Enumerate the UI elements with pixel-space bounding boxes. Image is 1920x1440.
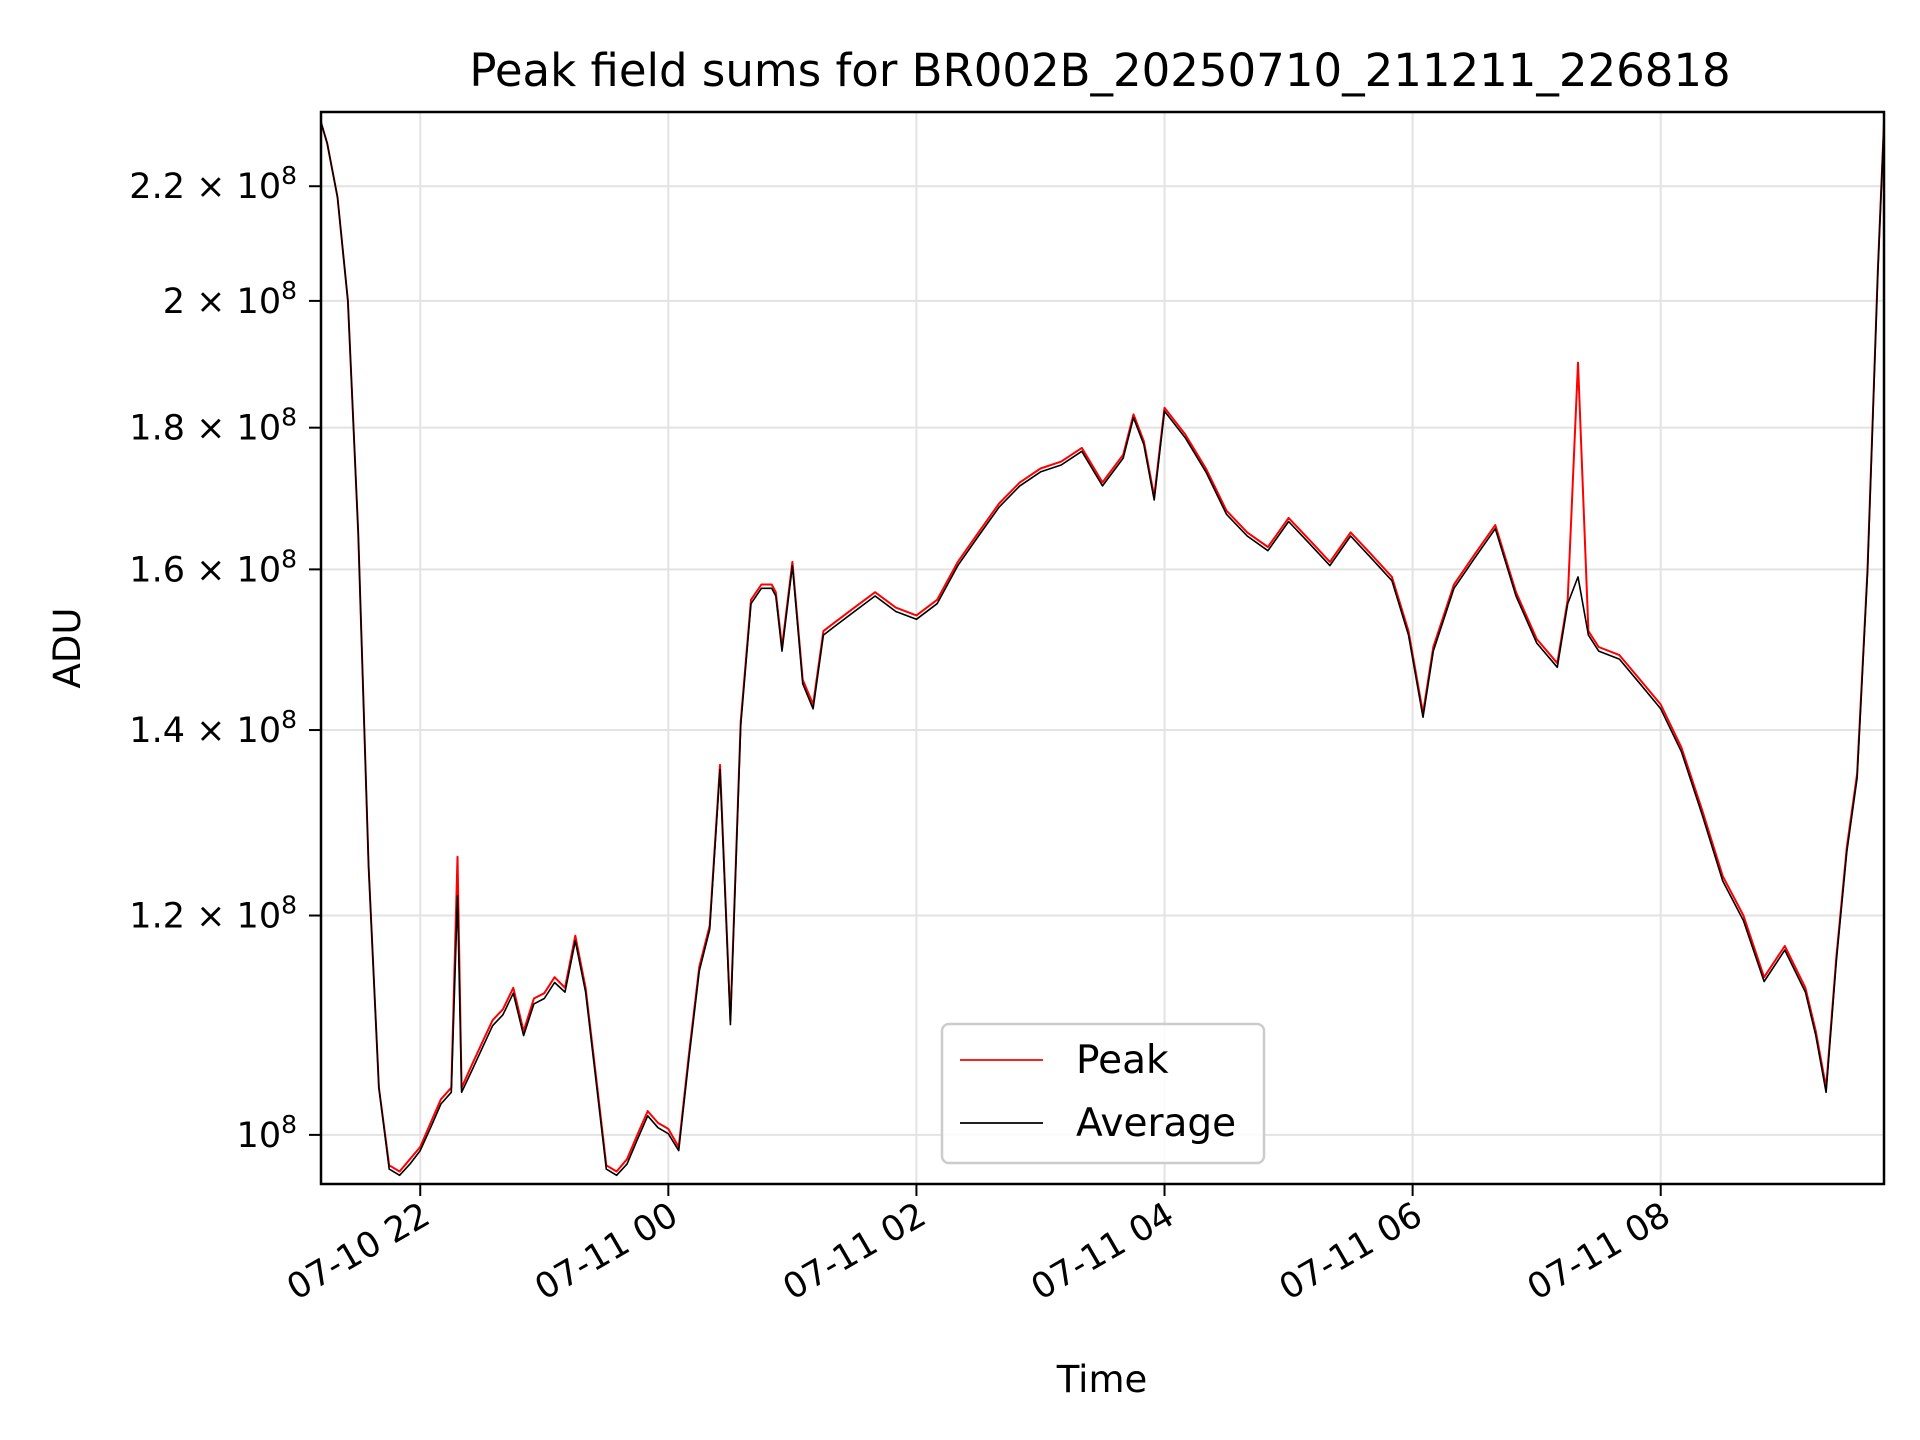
x-axis-label: Time <box>1056 1358 1148 1401</box>
grid-layer <box>321 112 1884 1184</box>
series-line-average <box>321 122 1884 1177</box>
legend: Peak Average <box>940 1022 1266 1165</box>
y-tick-label: 108 <box>237 1110 297 1156</box>
y-tick-label: 2.2 × 108 <box>129 161 297 207</box>
y-tick-label: 1.4 × 108 <box>129 705 297 751</box>
y-tick-label: 1.8 × 108 <box>129 403 297 449</box>
legend-label-average: Average <box>1076 1101 1236 1146</box>
y-tick-label: 2 × 108 <box>163 276 297 322</box>
plot-frame <box>319 110 1886 1186</box>
series-line-peak <box>321 122 1884 1173</box>
y-tick-label: 1.6 × 108 <box>129 544 297 590</box>
legend-box <box>940 1022 1266 1165</box>
legend-label-peak: Peak <box>1076 1038 1169 1083</box>
y-axis: 108 1.2 × 108 1.4 × 108 1.6 × 108 1.8 × 108 2… <box>129 161 321 1156</box>
chart-title: Peak field sums for BR002B_20250710_2112… <box>469 44 1730 97</box>
y-tick-label: 1.2 × 108 <box>129 891 297 937</box>
series-layer <box>321 122 1884 1177</box>
y-axis-label: ADU <box>46 608 89 689</box>
